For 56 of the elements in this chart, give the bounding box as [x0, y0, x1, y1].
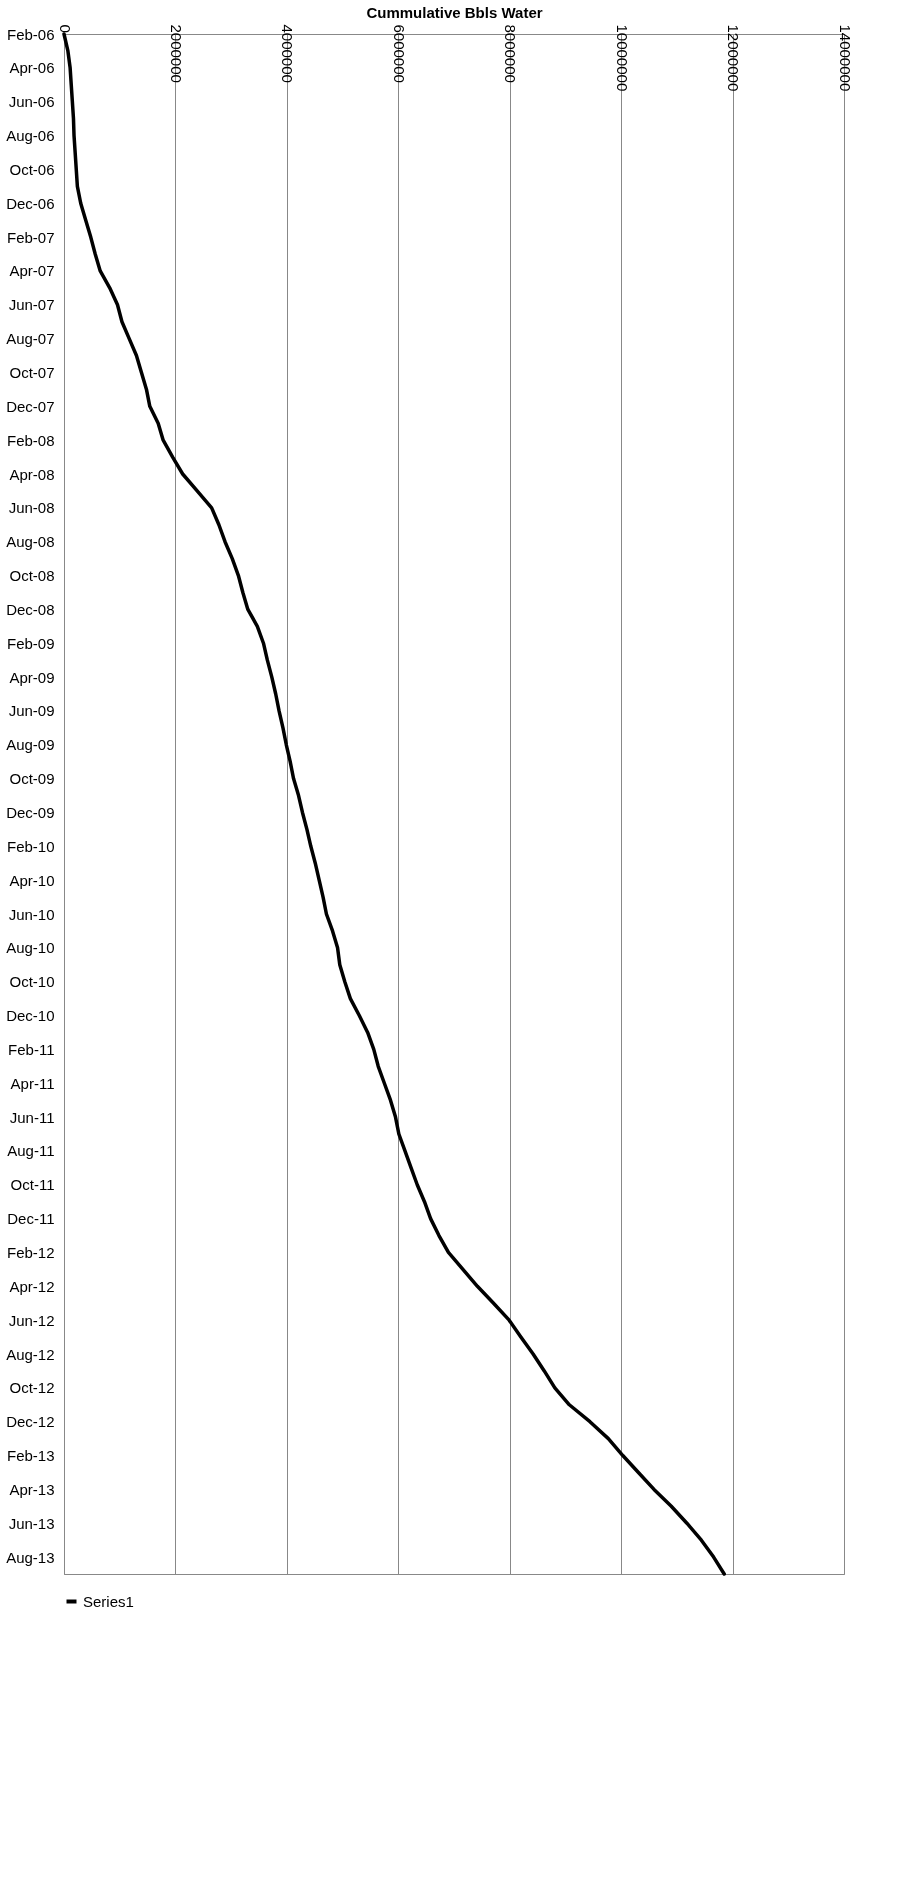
y-tick-label: Jun-13	[8, 1514, 55, 1532]
y-tick-label: Dec-08	[6, 600, 55, 618]
y-tick-label: Feb-07	[6, 228, 55, 246]
x-tick-label: 4000000	[279, 24, 297, 83]
x-tick-label: 2000000	[167, 24, 185, 83]
y-tick-label: Oct-10	[9, 973, 55, 991]
y-tick-label: Apr-07	[9, 262, 55, 280]
y-tick-label: Jun-12	[8, 1311, 55, 1329]
y-tick-label: Jun-09	[8, 702, 55, 720]
x-tick-label: 6000000	[390, 24, 408, 83]
y-tick-label: Apr-08	[9, 465, 55, 483]
y-tick-label: Feb-13	[6, 1447, 55, 1465]
legend-label: Series1	[83, 1592, 134, 1610]
y-tick-label: Apr-09	[9, 668, 55, 686]
y-tick-label: Oct-12	[9, 1379, 55, 1397]
y-tick-label: Oct-11	[10, 1176, 55, 1194]
y-tick-label: Aug-06	[6, 127, 55, 145]
y-tick-label: Dec-09	[6, 803, 55, 821]
y-tick-label: Aug-13	[6, 1548, 55, 1566]
y-tick-label: Jun-08	[8, 499, 55, 517]
y-tick-label: Jun-07	[8, 296, 55, 314]
y-tick-label: Aug-08	[6, 533, 55, 551]
x-tick-label: 8000000	[502, 24, 520, 83]
x-tick-label: 14000000	[836, 24, 854, 92]
y-tick-label: Dec-06	[6, 194, 55, 212]
y-tick-label: Apr-13	[9, 1480, 55, 1498]
y-tick-label: Dec-12	[6, 1413, 55, 1431]
x-axis-title: Cummulative Bbls Water	[366, 3, 543, 21]
y-tick-label: Aug-10	[6, 939, 55, 957]
y-tick-label: Feb-12	[6, 1243, 55, 1261]
y-tick-label: Dec-10	[6, 1007, 55, 1025]
y-tick-label: Apr-11	[10, 1074, 55, 1092]
y-tick-label: Apr-12	[9, 1277, 55, 1295]
y-tick-label: Apr-06	[9, 59, 55, 77]
y-tick-label: Aug-11	[7, 1142, 55, 1160]
y-tick-label: Oct-08	[9, 567, 55, 585]
y-tick-label: Oct-07	[9, 363, 55, 381]
y-tick-label: Feb-08	[6, 431, 55, 449]
y-tick-label: Oct-09	[9, 770, 55, 788]
y-tick-label: Feb-09	[6, 634, 55, 652]
y-tick-label: Jun-06	[8, 93, 55, 111]
y-tick-label: Feb-10	[6, 837, 55, 855]
y-tick-label: Dec-07	[6, 397, 55, 415]
y-tick-label: Dec-11	[7, 1210, 55, 1228]
y-tick-label: Aug-09	[6, 736, 55, 754]
x-tick-label: 12000000	[725, 24, 743, 92]
y-tick-label: Feb-11	[8, 1040, 55, 1058]
y-tick-label: Aug-07	[6, 330, 55, 348]
y-tick-label: Feb-06	[6, 25, 55, 43]
y-tick-label: Oct-06	[9, 160, 55, 178]
x-tick-label: 0	[56, 24, 74, 33]
y-tick-label: Jun-10	[8, 905, 55, 923]
y-tick-label: Aug-12	[6, 1345, 55, 1363]
y-tick-label: Apr-10	[9, 871, 55, 889]
y-tick-label: Jun-11	[9, 1108, 55, 1126]
x-tick-label: 10000000	[613, 24, 631, 92]
